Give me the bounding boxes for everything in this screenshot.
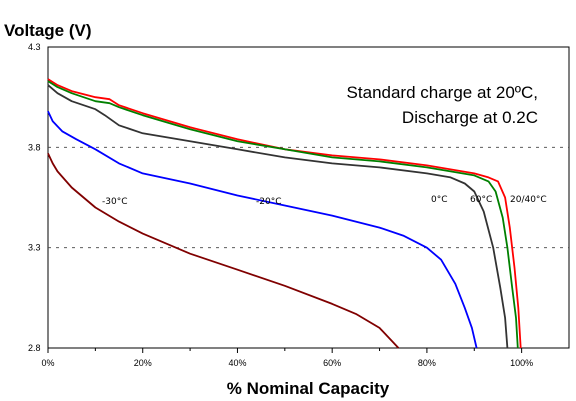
x-tick-label: 60% (323, 358, 341, 368)
x-tick-labels: 0% 20% 40% 60% 80% 100% (41, 348, 533, 368)
x-axis-title: % Nominal Capacity (227, 379, 390, 398)
curve-label-20-40c: 20/40°C (510, 195, 547, 205)
series-line-0 (47, 78, 522, 349)
curve-label-minus20: -20°C (256, 197, 281, 207)
series-line-4 (47, 153, 400, 349)
y-tick-label: 3.8 (28, 142, 41, 152)
series-lines (47, 78, 522, 349)
y-tick-labels: 2.8 3.3 3.8 4.3 (28, 42, 41, 353)
x-tick-label: 100% (510, 358, 533, 368)
series-line-3 (47, 110, 478, 349)
curve-label-0c: 0°C (431, 195, 448, 205)
x-tick-label: 0% (41, 358, 54, 368)
x-tick-label: 80% (418, 358, 436, 368)
y-tick-label: 4.3 (28, 42, 41, 52)
y-axis-title: Voltage (V) (4, 21, 92, 40)
curve-label-60c: 60°C (470, 195, 492, 205)
annotation-line-2: Discharge at 0.2C (402, 108, 538, 127)
series-line-1 (47, 80, 519, 349)
annotation-line-1: Standard charge at 20ºC, (347, 83, 538, 102)
curve-label-minus30: -30°C (102, 197, 127, 207)
x-tick-label: 20% (134, 358, 152, 368)
grid-lines (48, 146, 569, 249)
y-tick-label: 3.3 (28, 243, 41, 253)
series-line-2 (47, 84, 509, 349)
y-tick-label: 2.8 (28, 343, 41, 353)
plot-area (47, 46, 570, 349)
x-tick-label: 40% (228, 358, 246, 368)
